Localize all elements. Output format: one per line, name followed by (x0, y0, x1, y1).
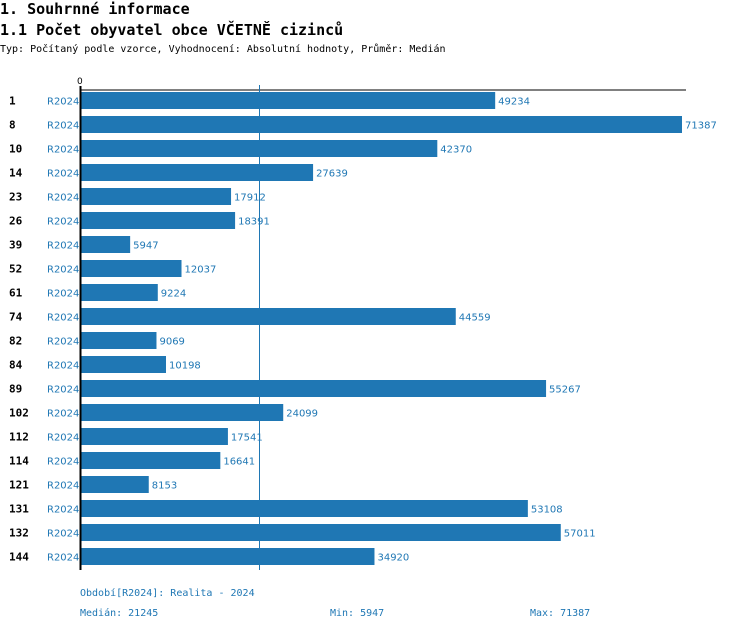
series-label: R2024 (47, 289, 79, 300)
bar (80, 164, 314, 181)
category-label: 144 (9, 551, 29, 564)
bar-chart: 0 1 R2024 49234 8 R2024 71387 10 R2024 42370 14 R20… (9, 77, 717, 570)
bar (80, 524, 561, 541)
value-label: 57011 (564, 529, 596, 540)
bar (80, 308, 456, 325)
series-label: R2024 (47, 457, 79, 468)
category-label: 132 (9, 527, 29, 540)
bar (80, 332, 157, 349)
footer-min: Min: 5947 (330, 608, 385, 619)
category-label: 23 (9, 191, 22, 204)
value-label: 49234 (498, 97, 530, 108)
value-label: 5947 (133, 241, 158, 252)
value-label: 17912 (234, 193, 266, 204)
series-label: R2024 (47, 481, 79, 492)
value-label: 18391 (238, 217, 270, 228)
footer-period: Období[R2024]: Realita - 2024 (80, 588, 255, 599)
series-label: R2024 (47, 361, 79, 372)
value-label: 34920 (377, 553, 409, 564)
value-label: 9069 (159, 337, 184, 348)
category-label: 8 (9, 119, 16, 132)
category-label: 114 (9, 455, 29, 468)
value-label: 10198 (169, 361, 201, 372)
category-label: 14 (9, 167, 23, 180)
x-tick-label: 0 (77, 77, 83, 87)
series-label: R2024 (47, 145, 79, 156)
bar (80, 116, 682, 133)
category-label: 131 (9, 503, 29, 516)
category-label: 102 (9, 407, 29, 420)
value-label: 12037 (185, 265, 217, 276)
bar (80, 548, 375, 565)
bar (80, 260, 182, 277)
bar (80, 212, 236, 229)
category-label: 89 (9, 383, 22, 396)
value-label: 8153 (152, 481, 177, 492)
bar (80, 92, 496, 109)
value-label: 53108 (531, 505, 563, 516)
category-label: 61 (9, 287, 23, 300)
value-label: 44559 (459, 313, 491, 324)
bar (80, 140, 438, 157)
series-label: R2024 (47, 529, 79, 540)
chart-title: 1.1 Počet obyvatel obce VČETNĚ cizinců (0, 21, 344, 39)
series-label: R2024 (47, 409, 79, 420)
category-label: 10 (9, 143, 22, 156)
category-label: 1 (9, 95, 16, 108)
series-label: R2024 (47, 385, 79, 396)
value-label: 16641 (223, 457, 255, 468)
series-label: R2024 (47, 217, 79, 228)
bar (80, 476, 149, 493)
series-label: R2024 (47, 337, 79, 348)
bar (80, 188, 232, 205)
footer-median: Medián: 21245 (80, 608, 159, 619)
series-label: R2024 (47, 505, 79, 516)
bar (80, 452, 221, 469)
value-label: 17541 (231, 433, 263, 444)
series-label: R2024 (47, 313, 79, 324)
category-label: 82 (9, 335, 22, 348)
chart-subtitle: Typ: Počítaný podle vzorce, Vyhodnocení:… (0, 44, 446, 55)
value-label: 9224 (161, 289, 186, 300)
value-label: 71387 (685, 121, 717, 132)
series-label: R2024 (47, 193, 79, 204)
category-label: 74 (9, 311, 23, 324)
bar (80, 500, 528, 517)
value-label: 27639 (316, 169, 348, 180)
series-label: R2024 (47, 553, 79, 564)
series-label: R2024 (47, 97, 79, 108)
category-label: 112 (9, 431, 29, 444)
category-label: 26 (9, 215, 23, 228)
footer-max: Max: 71387 (530, 608, 591, 619)
series-label: R2024 (47, 121, 79, 132)
bar (80, 404, 284, 421)
series-label: R2024 (47, 265, 79, 276)
bar (80, 428, 228, 445)
section-title: 1. Souhrnné informace (0, 0, 190, 18)
category-label: 39 (9, 239, 22, 252)
category-label: 84 (9, 359, 23, 372)
value-label: 24099 (286, 409, 318, 420)
bar (80, 380, 547, 397)
series-label: R2024 (47, 433, 79, 444)
bar (80, 356, 166, 373)
category-label: 121 (9, 479, 29, 492)
category-label: 52 (9, 263, 22, 276)
series-label: R2024 (47, 169, 79, 180)
bar (80, 284, 158, 301)
bar (80, 236, 131, 253)
value-label: 55267 (549, 385, 581, 396)
series-label: R2024 (47, 241, 79, 252)
value-label: 42370 (440, 145, 472, 156)
